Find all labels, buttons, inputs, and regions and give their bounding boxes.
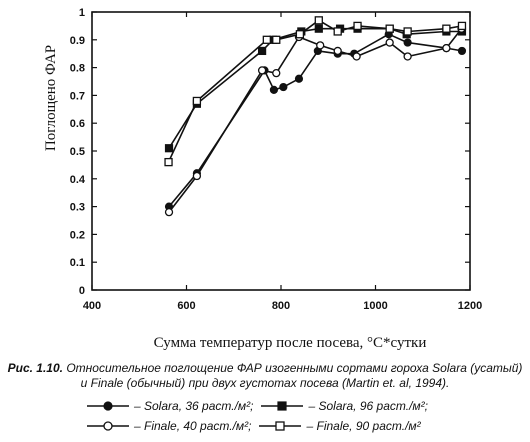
legend-symbol-filled-circle (87, 401, 129, 411)
y-tick-label: 0.1 (70, 257, 85, 269)
legend-symbol-filled-square (261, 401, 304, 411)
series-line (168, 27, 462, 149)
x-tick-label: 1000 (363, 300, 387, 312)
x-tick-label: 800 (272, 300, 290, 312)
series-line (168, 28, 463, 213)
legend-label: – Solara, 96 раст./м²; (308, 399, 428, 413)
data-point (353, 21, 362, 31)
y-tick-label: 0.5 (70, 146, 85, 158)
y-tick-label: 1 (79, 7, 85, 19)
legend-row-1: – Solara, 36 раст./м²; – Solara, 96 раст… (85, 396, 434, 416)
legend-symbol-open-circle (87, 421, 129, 431)
series-line (167, 19, 463, 163)
y-tick-label: 0.9 (70, 35, 85, 47)
x-tick-label: 600 (177, 300, 195, 312)
data-point (385, 24, 394, 33)
figure-number: Рис. 1.10. (7, 361, 63, 375)
data-point (164, 144, 174, 153)
caption-text: Относительное поглощение ФАР изогенными … (63, 361, 523, 390)
x-tick-label: 400 (83, 300, 101, 312)
data-point (457, 21, 467, 31)
data-point (192, 96, 202, 106)
series-layer (164, 16, 467, 217)
data-point (164, 208, 174, 217)
data-point (316, 41, 325, 50)
data-point (403, 27, 412, 36)
data-point (272, 69, 281, 78)
legend-item-solara-96: – Solara, 96 раст./м²; (259, 399, 428, 413)
data-point (314, 16, 323, 25)
data-point (294, 74, 304, 83)
plot-frame (91, 11, 471, 291)
legend-label: – Finale, 90 раст./м² (306, 419, 421, 433)
legend-marker (103, 401, 113, 411)
figure-caption: Рис. 1.10. Относительное поглощение ФАР … (6, 361, 524, 391)
data-point (352, 52, 361, 61)
line-chart: 0 0.1 0.2 0.3 0.4 0.5 0.6 0.7 0.8 0.9 1 400 600 800 10… (43, 7, 483, 351)
legend-label: – Solara, 36 раст./м²; (134, 399, 254, 413)
data-point (258, 46, 267, 56)
data-point (442, 24, 451, 33)
series-line (168, 33, 463, 208)
legend-marker (275, 421, 286, 431)
data-point (269, 85, 279, 94)
data-point (192, 171, 202, 181)
data-point (262, 35, 271, 44)
legend-item-solara-36: – Solara, 36 раст./м²; (85, 399, 253, 413)
data-point (295, 30, 305, 39)
x-tick-label: 1200 (458, 300, 482, 312)
legend-row-2: – Finale, 40 раст./м²; – Finale, 90 раст… (85, 416, 427, 436)
y-tick-label: 0.6 (70, 118, 85, 130)
x-axis-title: Сумма температур после посева, °С*сутки (154, 335, 427, 351)
y-tick-label: 0.2 (70, 229, 85, 241)
y-tick-label: 0.3 (70, 202, 85, 214)
data-point (333, 27, 342, 36)
data-point (442, 43, 451, 53)
y-tick-label: 0.8 (70, 63, 85, 75)
data-point (279, 82, 288, 92)
y-axis-title: Поглощено ФАР (43, 45, 59, 151)
data-point (385, 38, 394, 47)
data-point (272, 35, 281, 44)
legend-label: – Finale, 40 раст./м²; (134, 419, 252, 433)
legend-item-finale-40: – Finale, 40 раст./м²; (85, 419, 251, 433)
y-tick-label: 0.7 (70, 90, 85, 102)
series-3 (164, 16, 467, 167)
data-point (314, 24, 323, 33)
data-point (333, 46, 342, 56)
series-2 (164, 24, 466, 217)
data-point (457, 46, 467, 56)
data-point (164, 157, 173, 167)
legend-symbol-open-square (259, 421, 302, 431)
y-tick-label: 0 (79, 285, 85, 297)
axes: 0 0.1 0.2 0.3 0.4 0.5 0.6 0.7 0.8 0.9 1 400 600 800 10… (70, 7, 483, 312)
series-0 (164, 30, 467, 211)
data-point (257, 66, 267, 75)
legend-item-finale-90: – Finale, 90 раст./м² (257, 419, 421, 433)
data-point (403, 52, 412, 61)
legend-marker (103, 421, 113, 431)
legend-marker (277, 401, 288, 411)
data-point (403, 38, 412, 47)
y-tick-label: 0.4 (70, 174, 86, 186)
